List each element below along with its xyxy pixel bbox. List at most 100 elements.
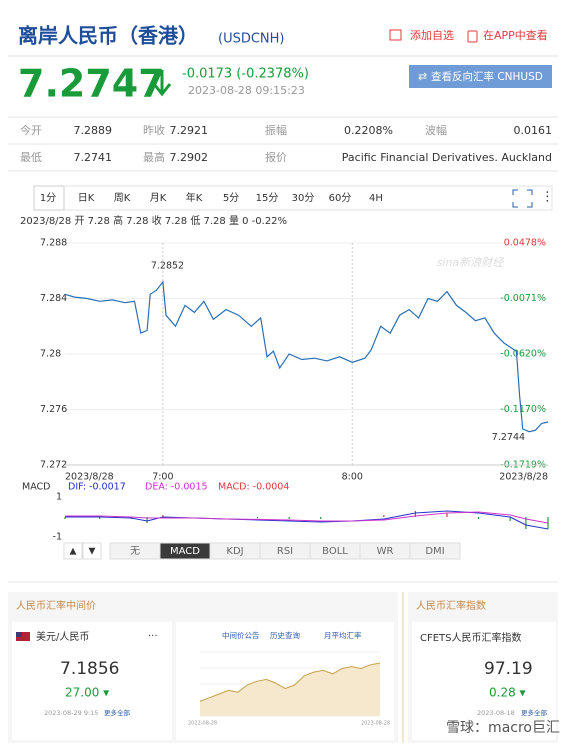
tab[interactable]: 年K <box>186 191 203 204</box>
reverse-button[interactable] <box>409 65 552 88</box>
stat-label: 报价 <box>265 150 287 164</box>
pair-more[interactable]: ··· <box>148 631 158 642</box>
macd-bar <box>383 515 385 517</box>
indicator-label[interactable]: KDJ <box>226 546 243 557</box>
macd-label: MACD: -0.0004 <box>218 482 289 493</box>
up-button[interactable] <box>63 542 83 560</box>
more-icon[interactable]: ⋮ <box>541 190 554 205</box>
index-name: CFETS人民币汇率指数 <box>420 631 522 644</box>
fullscreen-icon[interactable] <box>512 189 533 208</box>
stat-value: 0.2208% <box>344 124 393 137</box>
index-card <box>412 622 556 740</box>
macd-line <box>65 510 549 530</box>
annotation: 7.2852 <box>151 260 184 271</box>
tab[interactable]: 5分 <box>223 192 239 204</box>
stat-label: 最高 <box>143 150 165 164</box>
macd-line <box>65 511 549 524</box>
down-icon: ▼ <box>89 547 96 557</box>
tab[interactable]: 30分 <box>292 192 315 204</box>
change: -0.0173 (-0.2378%) <box>182 67 309 82</box>
macd-bar <box>477 517 480 519</box>
tab[interactable]: 月K <box>150 192 167 204</box>
stat-label: 昨收 <box>143 123 165 137</box>
macd-bar <box>414 511 417 517</box>
down-arrow <box>152 70 172 97</box>
macd-y-tick: 1 <box>56 492 62 503</box>
link[interactable]: 中间价公告 <box>222 630 260 640</box>
macd-bar <box>288 517 290 519</box>
phone-icon <box>467 30 478 43</box>
y2-tick-label: -0.1170% <box>500 404 546 415</box>
index-change: 0.28 ▾ <box>489 686 526 700</box>
macd-bar <box>162 515 164 517</box>
mid-more[interactable]: 更多全部 <box>104 708 131 717</box>
price-line <box>64 280 549 433</box>
indicator-label[interactable]: 无 <box>130 546 140 557</box>
macd-bar <box>99 517 101 519</box>
mid-title: 人民币汇率中间价 <box>16 599 96 612</box>
stat-value: 7.2921 <box>170 124 209 137</box>
x-tick-label: 7:00 <box>152 472 173 483</box>
indicator-label[interactable]: MACD <box>170 546 200 557</box>
macd-bar <box>64 517 66 519</box>
indicator-label[interactable]: DMI <box>425 546 444 557</box>
stat-label: 最低 <box>20 151 42 164</box>
app-button[interactable]: 在APP中查看 <box>483 28 548 42</box>
tab[interactable]: 4H <box>369 193 383 204</box>
reverse-icon: ⇄ <box>418 70 427 83</box>
index-date: 2023-08-18 <box>477 709 515 717</box>
y-tick-label: 7.284 <box>40 293 67 304</box>
mini-x-end: 2023-08-28 <box>361 721 390 727</box>
indicator-label[interactable]: BOLL <box>322 546 348 557</box>
add-button[interactable]: 添加自选 <box>410 28 454 42</box>
index-value: 97.19 <box>484 659 533 679</box>
chart-watermark: sina新浪财经 <box>437 256 504 269</box>
tab[interactable]: 1分 <box>40 192 56 204</box>
macd-bar <box>256 517 259 519</box>
index-more[interactable]: 更多全部 <box>521 708 548 717</box>
stat-label: 今开 <box>20 123 42 137</box>
tab-selected[interactable] <box>33 185 65 211</box>
tab[interactable]: 日K <box>78 193 95 204</box>
reverse-label[interactable]: 查看反向汇率 CNHUSD <box>431 70 543 83</box>
mini-line <box>199 662 381 702</box>
code: (USDCNH) <box>218 32 285 47</box>
macd-bar <box>525 517 527 529</box>
title: 离岸人民币（香港） <box>18 24 198 48</box>
x-tick-label: 2023/8/28 <box>499 472 548 483</box>
add-icon <box>389 29 402 41</box>
info-line: 2023/8/28 开 7.28 高 7.28 收 7.28 低 7.28 量 … <box>20 214 287 227</box>
mini-area <box>200 663 380 716</box>
stat-value: 7.2741 <box>74 151 113 164</box>
tab[interactable]: 周K <box>114 192 131 204</box>
y2-tick-label: -0.0620% <box>500 348 546 359</box>
stat-value: Pacific Financial Derivatives. Auckland <box>342 151 552 164</box>
quote-time: 2023-08-28 09:15:23 <box>188 84 305 97</box>
dea-label: DEA: -0.0015 <box>145 482 208 493</box>
y-tick-label: 7.28 <box>40 349 61 360</box>
y-tick-label: 7.272 <box>40 460 67 471</box>
y2-tick-label: 0.0478% <box>504 238 546 249</box>
stat-value: 0.0161 <box>514 124 553 137</box>
indicator-label[interactable]: WR <box>377 546 394 557</box>
macd-bar <box>320 517 322 519</box>
pair: 美元/人民币 <box>36 630 89 643</box>
down-button[interactable] <box>82 542 102 560</box>
indicator-tab[interactable] <box>409 542 461 560</box>
tab[interactable]: 15分 <box>256 192 279 204</box>
tab[interactable]: 60分 <box>329 192 352 204</box>
link[interactable]: 月平均汇率 <box>324 630 362 640</box>
macd-title: MACD <box>22 482 50 493</box>
macd-bar <box>509 517 511 521</box>
y2-tick-label: -0.0071% <box>500 293 546 304</box>
index-title: 人民币汇率指数 <box>416 599 486 612</box>
dif-label: DIF: -0.0017 <box>68 482 126 493</box>
link[interactable]: 历史查询 <box>270 630 300 640</box>
mid-date: 2023-08-29 9:15 <box>44 709 98 717</box>
macd-bar <box>446 513 448 517</box>
mid-price: 7.1856 <box>60 659 119 679</box>
x-tick-label: 8:00 <box>342 472 363 483</box>
stat-value: 7.2889 <box>74 124 113 137</box>
indicator-label[interactable]: RSI <box>277 546 293 557</box>
